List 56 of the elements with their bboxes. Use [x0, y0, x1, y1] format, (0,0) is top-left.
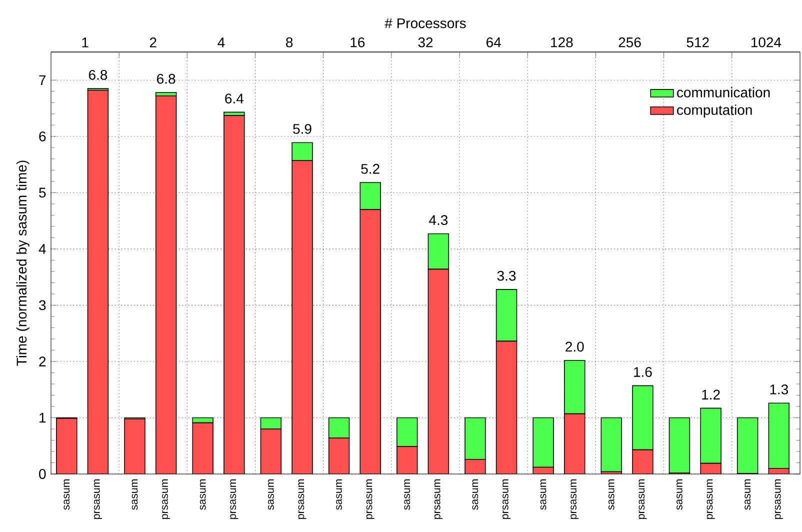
x-tick-label: sasum [540, 479, 546, 510]
total-label: 5.9 [293, 124, 312, 134]
total-label: 4.3 [429, 215, 448, 226]
y-tick-label: 5 [39, 188, 46, 198]
x-tick-label: sasum [336, 479, 342, 510]
x-tick-label: prsasum [706, 479, 715, 519]
x2-tick-label: 256 [618, 37, 641, 48]
y-tick-label: 2 [39, 356, 46, 366]
x-tick-label: prsasum [434, 479, 442, 519]
total-label: 1.2 [702, 390, 720, 400]
x-tick-label: sasum [744, 479, 750, 510]
y-tick-label: 7 [39, 75, 46, 85]
x-tick-label: sasum [472, 479, 478, 510]
y-tick-label: 4 [38, 244, 46, 254]
x2-tick-label: 512 [686, 37, 709, 48]
x2-tick-label: 64 [486, 37, 501, 48]
x-tick-label: prsasum [94, 479, 102, 519]
x2-tick-label: 2 [150, 38, 156, 48]
x-tick-label: prsasum [366, 479, 374, 519]
total-label: 5.2 [361, 164, 380, 174]
total-label: 3.3 [497, 270, 516, 281]
x-tick-label: prsasum [162, 479, 170, 519]
x-tick-label: prsasum [638, 479, 647, 519]
total-label: 2.0 [566, 342, 584, 352]
x-tick-label: prsasum [502, 479, 511, 519]
total-label: 1.6 [634, 367, 652, 377]
x-tick-label: sasum [608, 479, 614, 510]
total-label: 6.4 [225, 94, 244, 104]
x2-tick-label: 1024 [751, 37, 782, 48]
x-tick-label: sasum [132, 479, 138, 510]
total-label: 6.8 [157, 74, 176, 84]
y-tick-label: 0 [39, 469, 46, 479]
x2-tick-label: 4 [218, 38, 225, 48]
x2-tick-label: 1 [82, 38, 88, 48]
x-tick-label: prsasum [230, 479, 238, 519]
y-tick-label: 3 [39, 300, 46, 310]
total-label: 1.3 [770, 384, 788, 394]
x-tick-label: sasum [200, 479, 206, 510]
x-tick-label: prsasum [570, 479, 579, 519]
total-label: 6.8 [88, 70, 108, 80]
x-tick-label: prsasum [298, 479, 306, 519]
x-tick-label: sasum [268, 479, 274, 510]
legend-label: computation [677, 104, 752, 118]
y-tick-label: 1 [40, 412, 46, 423]
y-axis-title: Time (normalized by sasum time) [16, 160, 30, 366]
x-tick-label: prsasum [774, 479, 783, 519]
x2-axis-title: # Processors [384, 18, 466, 28]
x2-tick-label: 8 [286, 37, 293, 48]
x-tick-label: sasum [404, 479, 410, 510]
x2-tick-label: 32 [418, 37, 433, 48]
legend-label: communication [677, 87, 770, 98]
x2-tick-label: 128 [551, 37, 573, 48]
x-tick-label: sasum [676, 479, 682, 510]
x-tick-label: sasum [64, 479, 70, 510]
x2-tick-label: 16 [350, 37, 365, 48]
y-tick-label: 6 [39, 131, 46, 142]
